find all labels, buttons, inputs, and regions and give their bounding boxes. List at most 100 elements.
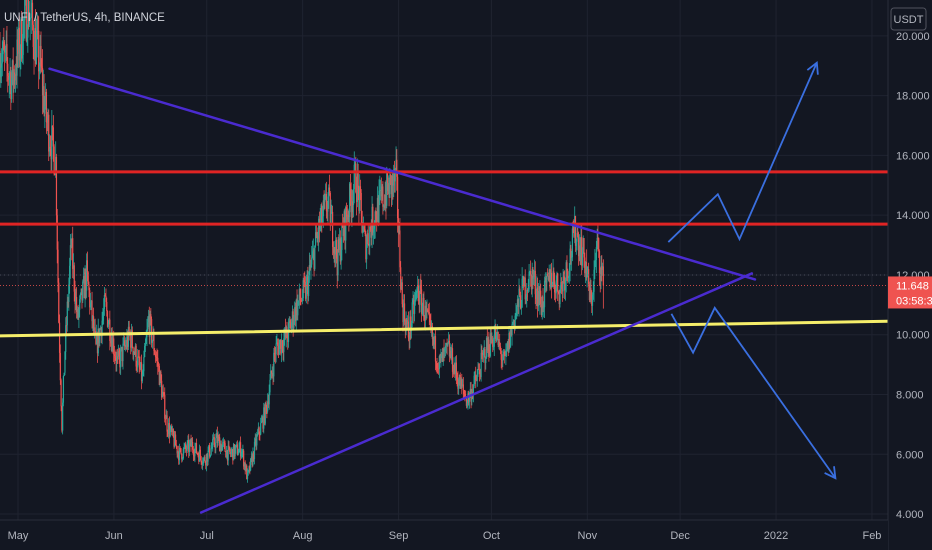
candle-body — [412, 300, 414, 303]
candle-body — [51, 125, 53, 160]
candle-body — [200, 456, 202, 463]
candle-body — [571, 228, 574, 258]
candle-body — [68, 284, 70, 302]
candle-body — [92, 316, 94, 322]
countdown-label: 03:58:31 — [896, 295, 932, 307]
candle-body — [512, 324, 514, 325]
candle-body — [93, 327, 95, 331]
candle-body — [258, 427, 260, 435]
candle-body — [469, 388, 471, 395]
time-tick-label: 2022 — [764, 530, 788, 542]
candle-body — [461, 379, 463, 386]
candle-body — [106, 301, 108, 312]
candle-body — [256, 435, 258, 446]
candle-body — [584, 257, 586, 274]
candle-body — [174, 434, 177, 446]
candle-body — [533, 276, 535, 279]
candle-body — [339, 238, 341, 262]
candle-body — [407, 321, 409, 325]
triangle-lower — [199, 272, 754, 514]
candle-body — [124, 344, 126, 347]
candle-body — [593, 269, 595, 292]
candle-body — [523, 277, 526, 287]
candle-body — [48, 146, 51, 152]
price-tick-label: 6.000 — [896, 449, 924, 461]
candle-body — [104, 295, 106, 296]
candle-body — [403, 303, 406, 321]
candle-body — [55, 156, 57, 175]
candle-body — [366, 244, 368, 260]
price-tick-label: 16.000 — [896, 150, 930, 162]
candle-body — [212, 437, 215, 439]
time-tick-label: Feb — [862, 530, 881, 542]
candle-body — [198, 454, 200, 462]
candle-body — [384, 195, 386, 209]
candle-body — [541, 296, 543, 316]
candle-body — [251, 456, 253, 465]
candle-body — [410, 316, 412, 331]
candle-body — [267, 401, 270, 405]
candle-body — [185, 444, 187, 449]
candle-body — [493, 335, 495, 347]
candle-body — [545, 277, 547, 283]
candle-body — [492, 339, 494, 347]
candle-body — [566, 262, 568, 272]
candle-body — [487, 339, 489, 351]
candle-body — [489, 333, 492, 356]
candle-body — [33, 47, 35, 60]
candle-body — [564, 277, 566, 291]
candle-body — [174, 434, 176, 447]
time-tick-label: Dec — [670, 530, 690, 542]
candle-body — [99, 329, 101, 343]
candle-body — [70, 245, 72, 248]
candle-body — [250, 458, 252, 471]
candle-body — [329, 192, 331, 226]
candle-body — [419, 284, 421, 305]
candle-body — [144, 343, 147, 346]
candle-body — [333, 247, 335, 253]
time-tick-label: Jul — [200, 530, 214, 542]
currency-label: USDT — [894, 14, 924, 26]
candle-body — [459, 374, 461, 389]
candle-body — [196, 453, 198, 454]
candle-body — [159, 371, 161, 385]
time-tick-label: May — [8, 530, 29, 542]
candle-body — [381, 186, 383, 197]
candle-body — [140, 362, 142, 370]
candle-body — [429, 315, 431, 323]
candle-body — [467, 393, 469, 404]
candle-body — [134, 345, 136, 354]
candle-body — [318, 218, 320, 239]
candle-body — [257, 427, 259, 434]
candle-body — [224, 443, 226, 452]
candle-body — [265, 402, 267, 407]
candle-body — [546, 274, 548, 283]
candle-body — [38, 67, 41, 72]
candle-body — [489, 353, 491, 356]
candle-body — [182, 448, 184, 459]
candle-body — [248, 466, 250, 471]
candle-body — [529, 270, 531, 272]
candle-body — [198, 449, 201, 462]
candle-body — [544, 277, 546, 281]
candle-body — [577, 233, 579, 236]
candle-body — [379, 190, 381, 191]
candle-body — [327, 196, 329, 212]
candle-body — [418, 300, 420, 305]
candle-body — [411, 302, 413, 324]
candle-body — [375, 211, 377, 220]
candle-body — [507, 341, 509, 352]
candle-body — [402, 304, 404, 323]
candle-body — [495, 332, 498, 341]
candle-body — [279, 339, 281, 345]
candle-body — [227, 445, 229, 461]
candle-body — [410, 323, 413, 331]
candle-body — [482, 354, 484, 356]
candle-body — [101, 320, 103, 337]
candle-body — [256, 433, 259, 436]
candle-body — [234, 448, 236, 457]
candle-body — [389, 174, 391, 198]
candle-body — [236, 444, 238, 446]
